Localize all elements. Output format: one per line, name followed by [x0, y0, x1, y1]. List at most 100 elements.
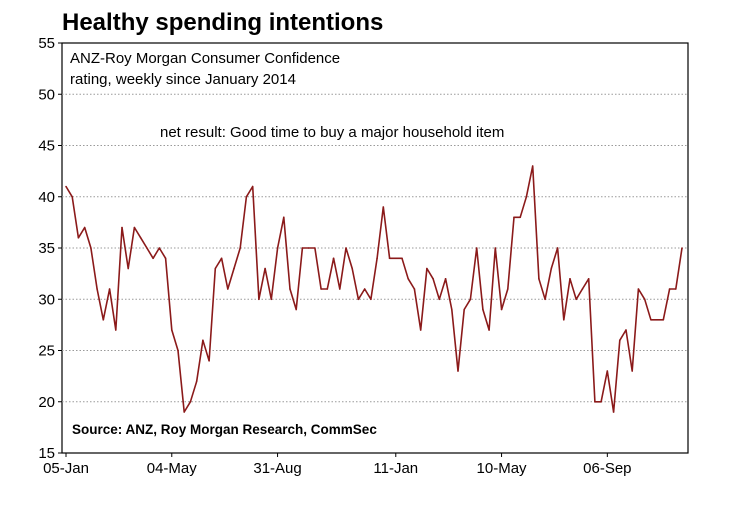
- y-tick-label-45: 45: [38, 138, 55, 155]
- data-point-28: [239, 247, 242, 249]
- data-point-48: [363, 288, 366, 290]
- data-point-46: [351, 267, 354, 270]
- data-point-41: [320, 288, 322, 290]
- chart-subtitle-line-2: rating, weekly since January 2014: [70, 71, 296, 88]
- data-point-52: [388, 257, 391, 260]
- data-point-83: [581, 288, 584, 290]
- data-point-43: [332, 257, 335, 260]
- data-point-36: [289, 288, 291, 290]
- data-point-99: [681, 247, 683, 249]
- data-point-5: [96, 288, 98, 290]
- data-point-96: [662, 318, 665, 321]
- data-point-45: [345, 247, 347, 249]
- gridlines: [62, 93, 688, 403]
- data-point-44: [338, 288, 341, 290]
- data-point-32: [264, 267, 266, 270]
- data-point-25: [220, 257, 223, 260]
- data-point-70: [500, 308, 503, 311]
- data-point-86: [600, 400, 602, 403]
- data-point-35: [282, 216, 285, 219]
- data-point-76: [538, 277, 540, 280]
- data-point-8: [114, 329, 117, 331]
- data-point-10: [127, 267, 130, 270]
- data-point-78: [550, 267, 553, 270]
- data-point-75: [531, 165, 534, 167]
- data-point-80: [562, 318, 565, 321]
- y-axis: 15 20 25 30 35 40 45 50 55: [38, 35, 62, 462]
- y-tick-label-15: 15: [38, 445, 55, 462]
- data-point-15: [158, 247, 161, 249]
- data-point-89: [618, 339, 621, 342]
- data-point-84: [587, 277, 590, 280]
- y-tick-label-50: 50: [38, 86, 55, 103]
- data-point-69: [494, 247, 497, 249]
- data-point-56: [413, 288, 416, 290]
- data-point-33: [270, 298, 273, 301]
- data-point-93: [643, 298, 646, 301]
- data-point-64: [463, 308, 466, 311]
- data-point-91: [631, 370, 634, 372]
- data-point-47: [357, 298, 360, 301]
- data-point-12: [139, 236, 142, 239]
- y-tick-label-25: 25: [38, 343, 55, 360]
- data-point-26: [226, 288, 229, 290]
- y-tick-label-35: 35: [38, 240, 55, 257]
- data-point-49: [370, 298, 372, 301]
- chart-subtitle-line-1: ANZ-Roy Morgan Consumer Confidence: [70, 50, 340, 67]
- data-point-77: [544, 298, 546, 301]
- data-point-50: [376, 257, 378, 260]
- data-point-82: [575, 298, 578, 301]
- data-point-53: [394, 257, 397, 260]
- source-note: Source: ANZ, Roy Morgan Research, CommSe…: [72, 422, 377, 437]
- x-tick-label-04-May: 04-May: [147, 460, 198, 477]
- data-point-67: [482, 308, 484, 311]
- data-point-59: [432, 277, 434, 280]
- data-point-97: [668, 288, 671, 290]
- data-point-51: [382, 206, 385, 208]
- data-point-66: [475, 247, 478, 249]
- data-point-81: [569, 277, 571, 280]
- data-point-4: [90, 247, 92, 249]
- chart-title: Healthy spending intentions: [62, 9, 383, 36]
- data-point-73: [519, 216, 522, 219]
- data-point-74: [525, 195, 528, 198]
- data-point-92: [637, 288, 640, 290]
- data-point-13: [146, 247, 148, 249]
- data-point-11: [133, 226, 136, 229]
- data-point-39: [307, 247, 310, 249]
- data-point-60: [438, 298, 441, 301]
- x-tick-label-10-May: 10-May: [477, 460, 528, 477]
- y-tick-label-55: 55: [38, 35, 55, 52]
- data-point-16: [164, 257, 167, 260]
- data-point-62: [450, 308, 453, 311]
- data-point-79: [556, 247, 559, 249]
- data-point-3: [83, 226, 86, 229]
- x-tick-label-05-Jan: 05-Jan: [43, 460, 89, 477]
- x-tick-label-11-Jan: 11-Jan: [373, 460, 418, 477]
- data-point-90: [625, 329, 627, 331]
- data-point-85: [594, 400, 596, 403]
- data-point-88: [612, 411, 615, 413]
- data-point-55: [407, 277, 410, 280]
- data-point-0: [65, 185, 67, 188]
- data-point-54: [401, 257, 403, 260]
- data-point-1: [71, 195, 74, 198]
- data-point-19: [183, 411, 186, 413]
- data-point-87: [606, 370, 609, 372]
- data-point-24: [214, 267, 217, 270]
- data-point-58: [426, 267, 428, 270]
- data-point-42: [326, 288, 329, 290]
- data-point-14: [152, 257, 154, 260]
- data-point-94: [650, 318, 652, 321]
- data-point-57: [419, 329, 422, 331]
- y-tick-label-40: 40: [38, 189, 55, 206]
- data-point-71: [506, 288, 509, 290]
- chart-annotation: net result: Good time to buy a major hou…: [160, 124, 504, 141]
- data-point-29: [245, 195, 248, 198]
- data-point-65: [469, 298, 472, 301]
- data-point-2: [77, 236, 80, 239]
- data-point-18: [177, 349, 179, 352]
- data-point-21: [195, 380, 198, 383]
